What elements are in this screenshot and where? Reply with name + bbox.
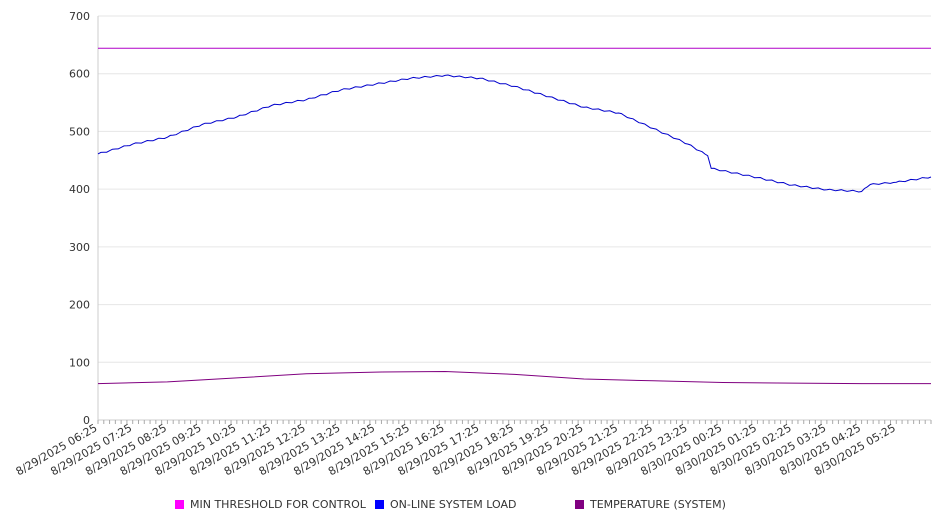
y-tick-label: 200 bbox=[69, 299, 90, 312]
legend-swatch bbox=[175, 500, 184, 509]
y-tick-label: 300 bbox=[69, 241, 90, 254]
series-line-3 bbox=[97, 370, 931, 385]
series-lines bbox=[97, 47, 932, 385]
y-tick-label: 600 bbox=[69, 68, 90, 81]
legend-swatch bbox=[575, 500, 584, 509]
legend-swatch bbox=[375, 500, 384, 509]
y-tick-label: 400 bbox=[69, 183, 90, 196]
x-axis-ticks: 8/29/2025 06:258/29/2025 07:258/29/2025 … bbox=[14, 420, 932, 478]
y-tick-label: 100 bbox=[69, 356, 90, 369]
gridlines bbox=[98, 15, 931, 363]
y-tick-label: 700 bbox=[69, 10, 90, 23]
legend-label: ON-LINE SYSTEM LOAD bbox=[390, 498, 517, 511]
legend-item-system-load[interactable]: ON-LINE SYSTEM LOAD bbox=[375, 498, 516, 511]
legend-item-min-threshold[interactable]: MIN THRESHOLD FOR CONTROL bbox=[175, 498, 366, 511]
y-axis-ticks: 0 100 200 300 400 500 600 700 bbox=[69, 10, 90, 427]
y-tick-label: 0 bbox=[83, 414, 90, 427]
legend-item-temperature[interactable]: TEMPERATURE (SYSTEM) bbox=[575, 498, 726, 511]
legend-label: MIN THRESHOLD FOR CONTROL bbox=[190, 498, 366, 511]
series-line-2 bbox=[97, 74, 932, 193]
legend-label: TEMPERATURE (SYSTEM) bbox=[590, 498, 726, 511]
legend: MIN THRESHOLD FOR CONTROL ON-LINE SYSTEM… bbox=[0, 498, 946, 514]
axes bbox=[97, 16, 931, 421]
y-tick-label: 500 bbox=[69, 125, 90, 138]
